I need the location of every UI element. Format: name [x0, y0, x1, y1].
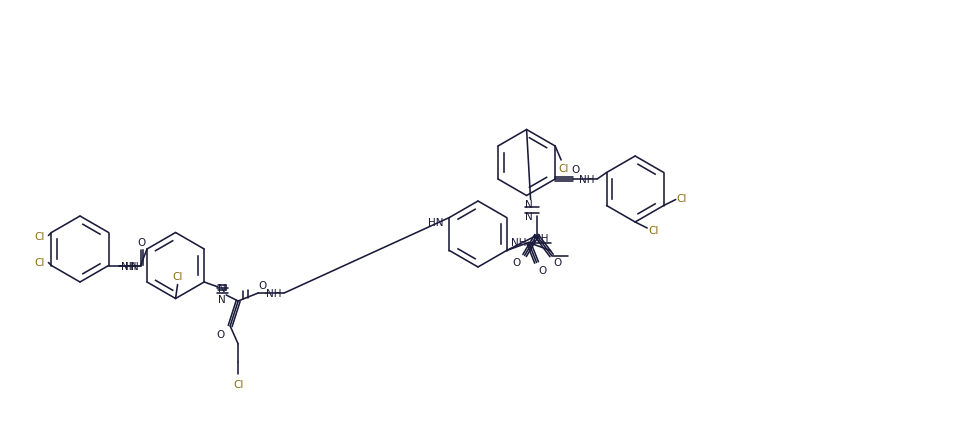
Text: N: N	[130, 261, 138, 271]
Text: Cl: Cl	[648, 225, 658, 236]
Text: Cl: Cl	[35, 232, 45, 242]
Text: NH: NH	[511, 238, 526, 248]
Text: O: O	[553, 257, 562, 267]
Text: NH: NH	[267, 289, 282, 298]
Text: N: N	[525, 199, 532, 209]
Text: NH: NH	[579, 175, 595, 184]
Text: NH: NH	[533, 234, 549, 244]
Text: HN: HN	[428, 217, 443, 227]
Text: N: N	[525, 211, 532, 221]
Text: O: O	[258, 280, 267, 290]
Text: O: O	[137, 238, 146, 248]
Text: Cl: Cl	[173, 272, 183, 282]
Text: Cl: Cl	[676, 193, 687, 203]
Text: Cl: Cl	[233, 379, 244, 389]
Text: H: H	[125, 261, 132, 271]
Text: O: O	[216, 329, 224, 339]
Text: O: O	[538, 266, 547, 276]
Text: Cl: Cl	[35, 257, 45, 267]
Text: N: N	[219, 294, 226, 304]
Text: Cl: Cl	[558, 164, 569, 174]
Text: O: O	[512, 257, 521, 267]
Text: O: O	[571, 165, 579, 175]
Text: N: N	[219, 283, 226, 293]
Text: NH: NH	[121, 261, 136, 271]
